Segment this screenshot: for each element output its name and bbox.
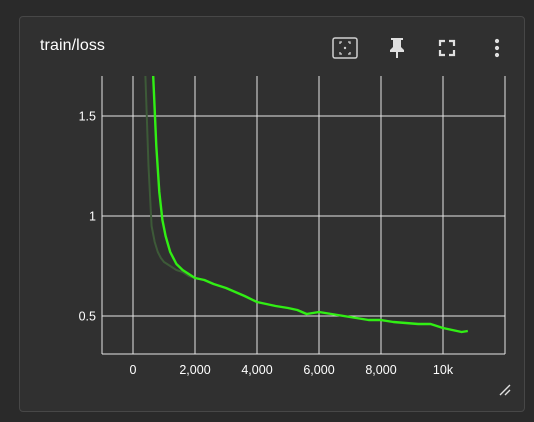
resize-handle-icon[interactable] [496, 381, 512, 397]
x-tick-label: 6,000 [303, 363, 334, 377]
chart-card: train/loss [19, 16, 525, 412]
series-line-2 [152, 75, 468, 334]
chart-title: train/loss [40, 37, 106, 54]
fit-to-data-icon[interactable] [332, 35, 358, 61]
fullscreen-icon[interactable] [434, 35, 460, 61]
y-tick-label: 1 [89, 210, 96, 224]
x-tick-label: 10k [433, 363, 454, 377]
pin-icon[interactable] [384, 35, 410, 61]
more-vert-icon[interactable] [484, 35, 510, 61]
y-tick-label: 1.5 [79, 110, 96, 124]
x-tick-label: 2,000 [179, 363, 210, 377]
x-tick-label: 8,000 [365, 363, 396, 377]
x-tick-label: 0 [130, 363, 137, 377]
x-tick-label: 4,000 [241, 363, 272, 377]
series-line-1 [144, 75, 196, 279]
y-tick-label: 0.5 [79, 310, 96, 324]
